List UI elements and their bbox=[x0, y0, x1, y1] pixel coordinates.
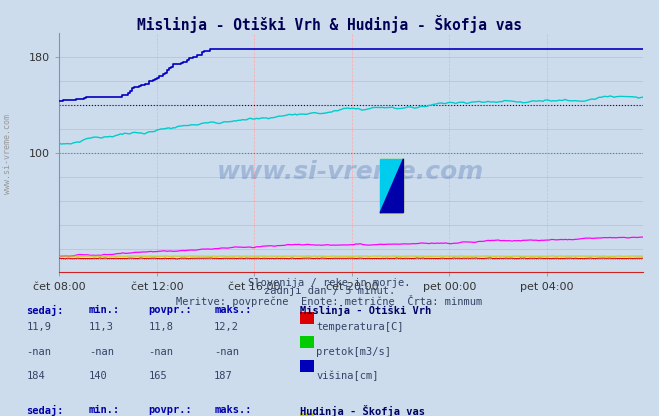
Text: -nan: -nan bbox=[214, 347, 239, 357]
Text: povpr.:: povpr.: bbox=[148, 305, 192, 314]
Text: -nan: -nan bbox=[148, 347, 173, 357]
Text: 11,8: 11,8 bbox=[148, 322, 173, 332]
Text: zadnji dan / 5 minut.: zadnji dan / 5 minut. bbox=[264, 286, 395, 296]
Text: sedaj:: sedaj: bbox=[26, 405, 64, 416]
Text: 11,9: 11,9 bbox=[26, 322, 51, 332]
Text: min.:: min.: bbox=[89, 405, 120, 415]
Text: 184: 184 bbox=[26, 371, 45, 381]
Text: 187: 187 bbox=[214, 371, 233, 381]
Polygon shape bbox=[380, 159, 403, 213]
Text: 140: 140 bbox=[89, 371, 107, 381]
Text: Hudinja - Škofja vas: Hudinja - Škofja vas bbox=[300, 405, 425, 416]
Text: www.si-vreme.com: www.si-vreme.com bbox=[217, 160, 484, 184]
Text: višina[cm]: višina[cm] bbox=[316, 371, 379, 381]
Text: 12,2: 12,2 bbox=[214, 322, 239, 332]
Text: sedaj:: sedaj: bbox=[26, 305, 64, 316]
Polygon shape bbox=[380, 159, 403, 213]
Text: temperatura[C]: temperatura[C] bbox=[316, 322, 404, 332]
Text: -nan: -nan bbox=[89, 347, 114, 357]
Text: maks.:: maks.: bbox=[214, 305, 252, 314]
Text: min.:: min.: bbox=[89, 305, 120, 314]
Text: 11,3: 11,3 bbox=[89, 322, 114, 332]
Text: www.si-vreme.com: www.si-vreme.com bbox=[3, 114, 13, 194]
Text: maks.:: maks.: bbox=[214, 405, 252, 415]
Text: Mislinja - Otiški Vrh: Mislinja - Otiški Vrh bbox=[300, 305, 431, 316]
Text: Meritve: povprečne  Enote: metrične  Črta: minmum: Meritve: povprečne Enote: metrične Črta:… bbox=[177, 295, 482, 307]
Text: povpr.:: povpr.: bbox=[148, 405, 192, 415]
Bar bbox=[380, 159, 403, 213]
Text: -nan: -nan bbox=[26, 347, 51, 357]
Text: Mislinja - Otiški Vrh & Hudinja - Škofja vas: Mislinja - Otiški Vrh & Hudinja - Škofja… bbox=[137, 15, 522, 32]
Text: 165: 165 bbox=[148, 371, 167, 381]
Text: Slovenija / reke in morje.: Slovenija / reke in morje. bbox=[248, 278, 411, 288]
Text: pretok[m3/s]: pretok[m3/s] bbox=[316, 347, 391, 357]
